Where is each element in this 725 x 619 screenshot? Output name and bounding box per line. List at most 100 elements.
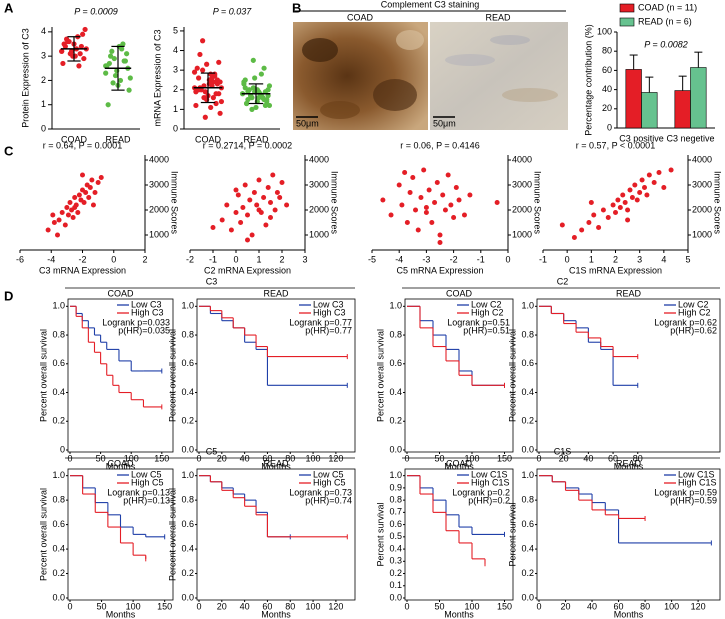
legend-label: High C3 [313,307,346,317]
point [421,167,427,173]
x-tick-label: 2 [279,254,284,264]
y-tick-label: 1 [41,99,46,109]
texture [502,88,558,102]
point [89,177,95,183]
point [407,190,413,195]
subplot-title: READ [263,458,289,468]
scale-label: 50μm [433,118,456,128]
x-axis-label: C5 mRNA Expression [396,265,483,275]
x-tick-label: READ [105,134,131,144]
y-tick-label: 0.1 [389,580,402,590]
y-axis-label: Percent overall survival [38,488,48,581]
x-tick-label: -5 [368,254,376,264]
y-tick-label: 4000 [512,154,532,164]
point [45,227,51,233]
y-tick-label: 3 [173,65,178,75]
y-axis-label: Immune Scores [713,171,723,235]
x-tick-label: 5 [685,254,690,264]
y-tick-label: 0.0 [389,444,402,454]
point [442,207,448,213]
point [579,227,585,233]
subplot-title: READ [616,458,642,468]
legend-label: Low C1S [471,469,508,479]
point [268,200,273,205]
y-axis-label: Percent overall survival [507,329,517,422]
point [634,197,640,203]
y-tick-label: 1.0 [389,301,402,311]
y-tick-label: 0.8 [52,329,65,339]
point [656,170,662,175]
point [233,210,239,215]
dot [217,79,223,85]
y-tick-label: 0.0 [521,444,534,454]
point [629,195,635,200]
dot [108,53,114,59]
y-tick-label: 0.0 [181,592,194,602]
point [625,207,631,213]
legend-label: High C3 [131,307,164,317]
point [50,212,56,218]
plot-frame [404,298,514,453]
dot [242,85,248,91]
point [272,207,278,213]
point [415,227,421,233]
x-tick-label: 100 [306,601,321,611]
group-title: C5 [206,446,218,456]
dot [204,61,210,67]
dot [195,75,202,81]
point [586,220,592,225]
y-tick-label: 0.0 [389,592,402,602]
point [62,222,68,228]
chart-title: r = 0.2714, P = 0.0002 [203,140,292,150]
legend-label: High C1S [678,477,717,487]
y-axis-label: Immune Scores [170,171,180,235]
x-axis-label: Months [106,609,136,619]
legend-label: READ (n = 6) [638,16,692,26]
point [247,197,253,203]
subplot-title: READ [263,288,289,298]
legend-label: Low C5 [131,469,162,479]
x-tick-label: 100 [464,601,479,611]
x-tick-label: C3 positive [619,133,664,143]
point [596,225,602,230]
dot [200,38,206,44]
point [92,190,98,195]
legend-label: Low C3 [131,299,162,309]
point [591,212,597,218]
point [451,215,457,220]
bar [690,67,707,129]
dot [62,43,68,50]
y-tick-label: 2 [173,84,178,94]
point [240,205,246,210]
dot [265,87,271,93]
point [224,202,230,208]
bar [674,90,691,129]
dot [253,104,259,111]
x-tick-label: 1 [589,254,594,264]
dot [120,41,126,47]
point [668,167,674,173]
x-tick-label: 50 [434,601,444,611]
point [233,187,239,193]
x-tick-label: 3 [637,254,642,264]
y-tick-label: 0.8 [521,495,534,505]
point [627,187,633,193]
texture [490,35,530,45]
point [228,227,234,233]
y-tick-label: 0.8 [52,495,65,505]
annotation: Logrank p=0.59 [654,487,717,497]
point [256,207,262,213]
point [245,237,250,243]
annotation: p(HR)=0.2 [468,495,510,505]
dot [249,106,255,112]
subplot-title: COAD [107,458,134,468]
y-tick-label: 0.6 [389,358,402,368]
point [270,172,276,178]
y-tick-label: 3 [41,51,46,61]
panel-letter: A [4,0,14,15]
x-tick-label: 0 [565,254,570,264]
x-axis-label: Months [444,609,474,619]
point [632,182,638,188]
y-axis-label: Immune Scores [533,171,543,235]
y-tick-label: 0.2 [52,568,65,578]
